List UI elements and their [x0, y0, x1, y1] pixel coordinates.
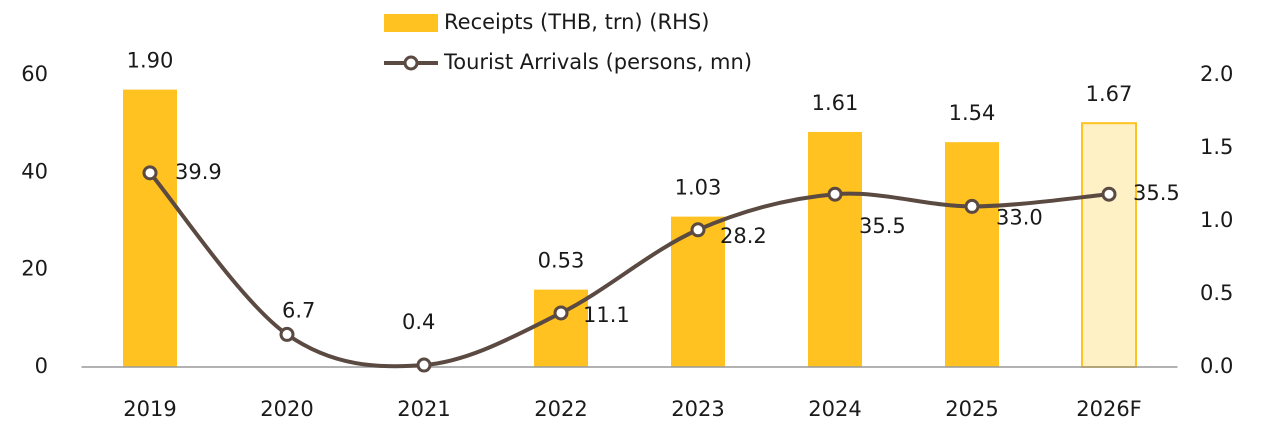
y2-tick-label: 0.0 [1200, 354, 1233, 378]
legend-swatch [384, 14, 438, 32]
line-value-label: 28.2 [720, 224, 767, 248]
y-tick-label: 40 [21, 159, 48, 183]
bar [123, 89, 177, 367]
line-value-label: 6.7 [282, 298, 315, 322]
line-value-label: 35.5 [859, 214, 906, 238]
legend-label: Receipts (THB, trn) (RHS) [444, 10, 709, 34]
line-marker [964, 198, 980, 214]
y2-tick-label: 0.5 [1200, 281, 1233, 305]
y-tick-label: 0 [35, 354, 48, 378]
line-value-label: 39.9 [175, 160, 222, 184]
bar [945, 142, 999, 367]
line-marker [827, 186, 843, 202]
line-value-label: 11.1 [583, 303, 630, 327]
line-value-label: 0.4 [402, 310, 435, 334]
bar [1081, 122, 1137, 369]
x-tick-label: 2025 [945, 397, 998, 421]
y-tick-label: 20 [21, 257, 48, 281]
bar [808, 131, 862, 367]
y2-tick-label: 1.5 [1200, 135, 1233, 159]
line-marker [690, 222, 706, 238]
y2-tick-label: 2.0 [1200, 62, 1233, 86]
x-tick-label: 2019 [123, 397, 176, 421]
y2-tick-label: 1.0 [1200, 208, 1233, 232]
line-marker [553, 305, 569, 321]
bar-value-label: 1.54 [949, 101, 996, 125]
x-tick-label: 2022 [534, 397, 587, 421]
line-marker [416, 357, 432, 373]
x-tick-label: 2023 [671, 397, 724, 421]
x-tick-label: 2020 [260, 397, 313, 421]
legend-label: Tourist Arrivals (persons, mn) [443, 50, 752, 74]
bar-value-label: 1.90 [127, 49, 174, 73]
line-value-label: 35.5 [1133, 181, 1180, 205]
line-value-label: 33.0 [996, 205, 1043, 229]
line-marker [142, 165, 158, 181]
x-tick-label: 2026F [1076, 397, 1142, 421]
legend-swatch [403, 55, 419, 71]
line-marker [1101, 186, 1117, 202]
line-marker [279, 326, 295, 342]
x-tick-label: 2021 [397, 397, 450, 421]
bar-value-label: 1.03 [675, 176, 722, 200]
y-tick-label: 60 [21, 62, 48, 86]
bar [671, 216, 725, 367]
bar-value-label: 1.61 [812, 91, 859, 115]
bar-value-label: 0.53 [538, 249, 585, 273]
x-tick-label: 2024 [808, 397, 861, 421]
bar-value-label: 1.67 [1086, 82, 1133, 106]
